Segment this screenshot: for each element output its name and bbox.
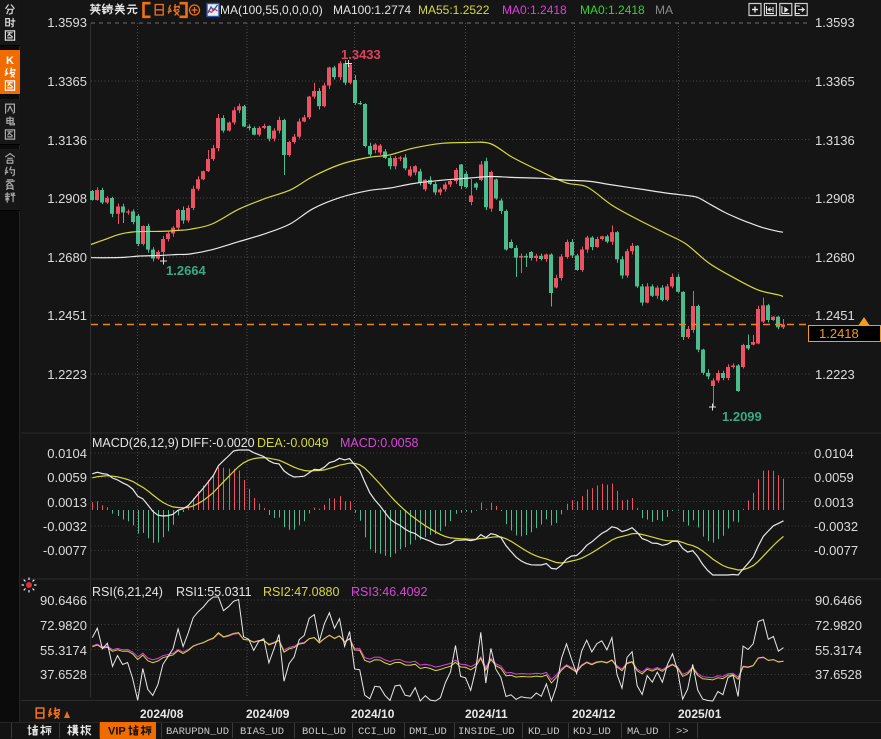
svg-text:VIP: VIP (108, 726, 126, 738)
svg-text:K: K (6, 55, 14, 67)
